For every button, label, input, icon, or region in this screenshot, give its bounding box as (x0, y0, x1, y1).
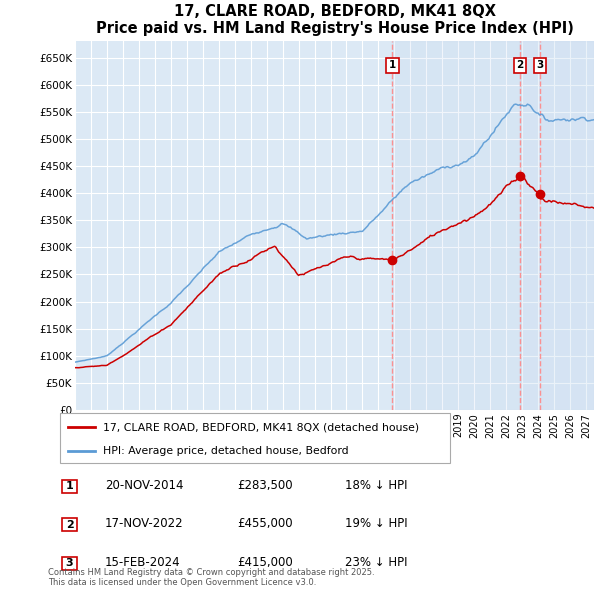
Text: 3: 3 (66, 558, 73, 568)
FancyBboxPatch shape (62, 556, 77, 570)
Text: £415,000: £415,000 (237, 556, 293, 569)
FancyBboxPatch shape (62, 518, 77, 532)
Text: £455,000: £455,000 (237, 517, 293, 530)
FancyBboxPatch shape (62, 480, 77, 493)
FancyBboxPatch shape (60, 413, 450, 463)
Text: 18% ↓ HPI: 18% ↓ HPI (345, 479, 407, 492)
Text: 17-NOV-2022: 17-NOV-2022 (105, 517, 184, 530)
Text: 1: 1 (66, 481, 73, 491)
Text: 1: 1 (389, 60, 396, 70)
Bar (392, 41, 520, 410)
Text: 2: 2 (66, 520, 73, 530)
Text: 19% ↓ HPI: 19% ↓ HPI (345, 517, 407, 530)
Bar (520, 41, 594, 410)
Text: 17, CLARE ROAD, BEDFORD, MK41 8QX (detached house): 17, CLARE ROAD, BEDFORD, MK41 8QX (detac… (103, 422, 419, 432)
Text: 23% ↓ HPI: 23% ↓ HPI (345, 556, 407, 569)
Text: 3: 3 (536, 60, 544, 70)
Text: 20-NOV-2014: 20-NOV-2014 (105, 479, 184, 492)
Text: Contains HM Land Registry data © Crown copyright and database right 2025.
This d: Contains HM Land Registry data © Crown c… (48, 568, 374, 587)
Text: HPI: Average price, detached house, Bedford: HPI: Average price, detached house, Bedf… (103, 445, 349, 455)
Text: £283,500: £283,500 (237, 479, 293, 492)
Text: 15-FEB-2024: 15-FEB-2024 (105, 556, 181, 569)
Title: 17, CLARE ROAD, BEDFORD, MK41 8QX
Price paid vs. HM Land Registry's House Price : 17, CLARE ROAD, BEDFORD, MK41 8QX Price … (95, 4, 574, 36)
Text: 2: 2 (517, 60, 524, 70)
